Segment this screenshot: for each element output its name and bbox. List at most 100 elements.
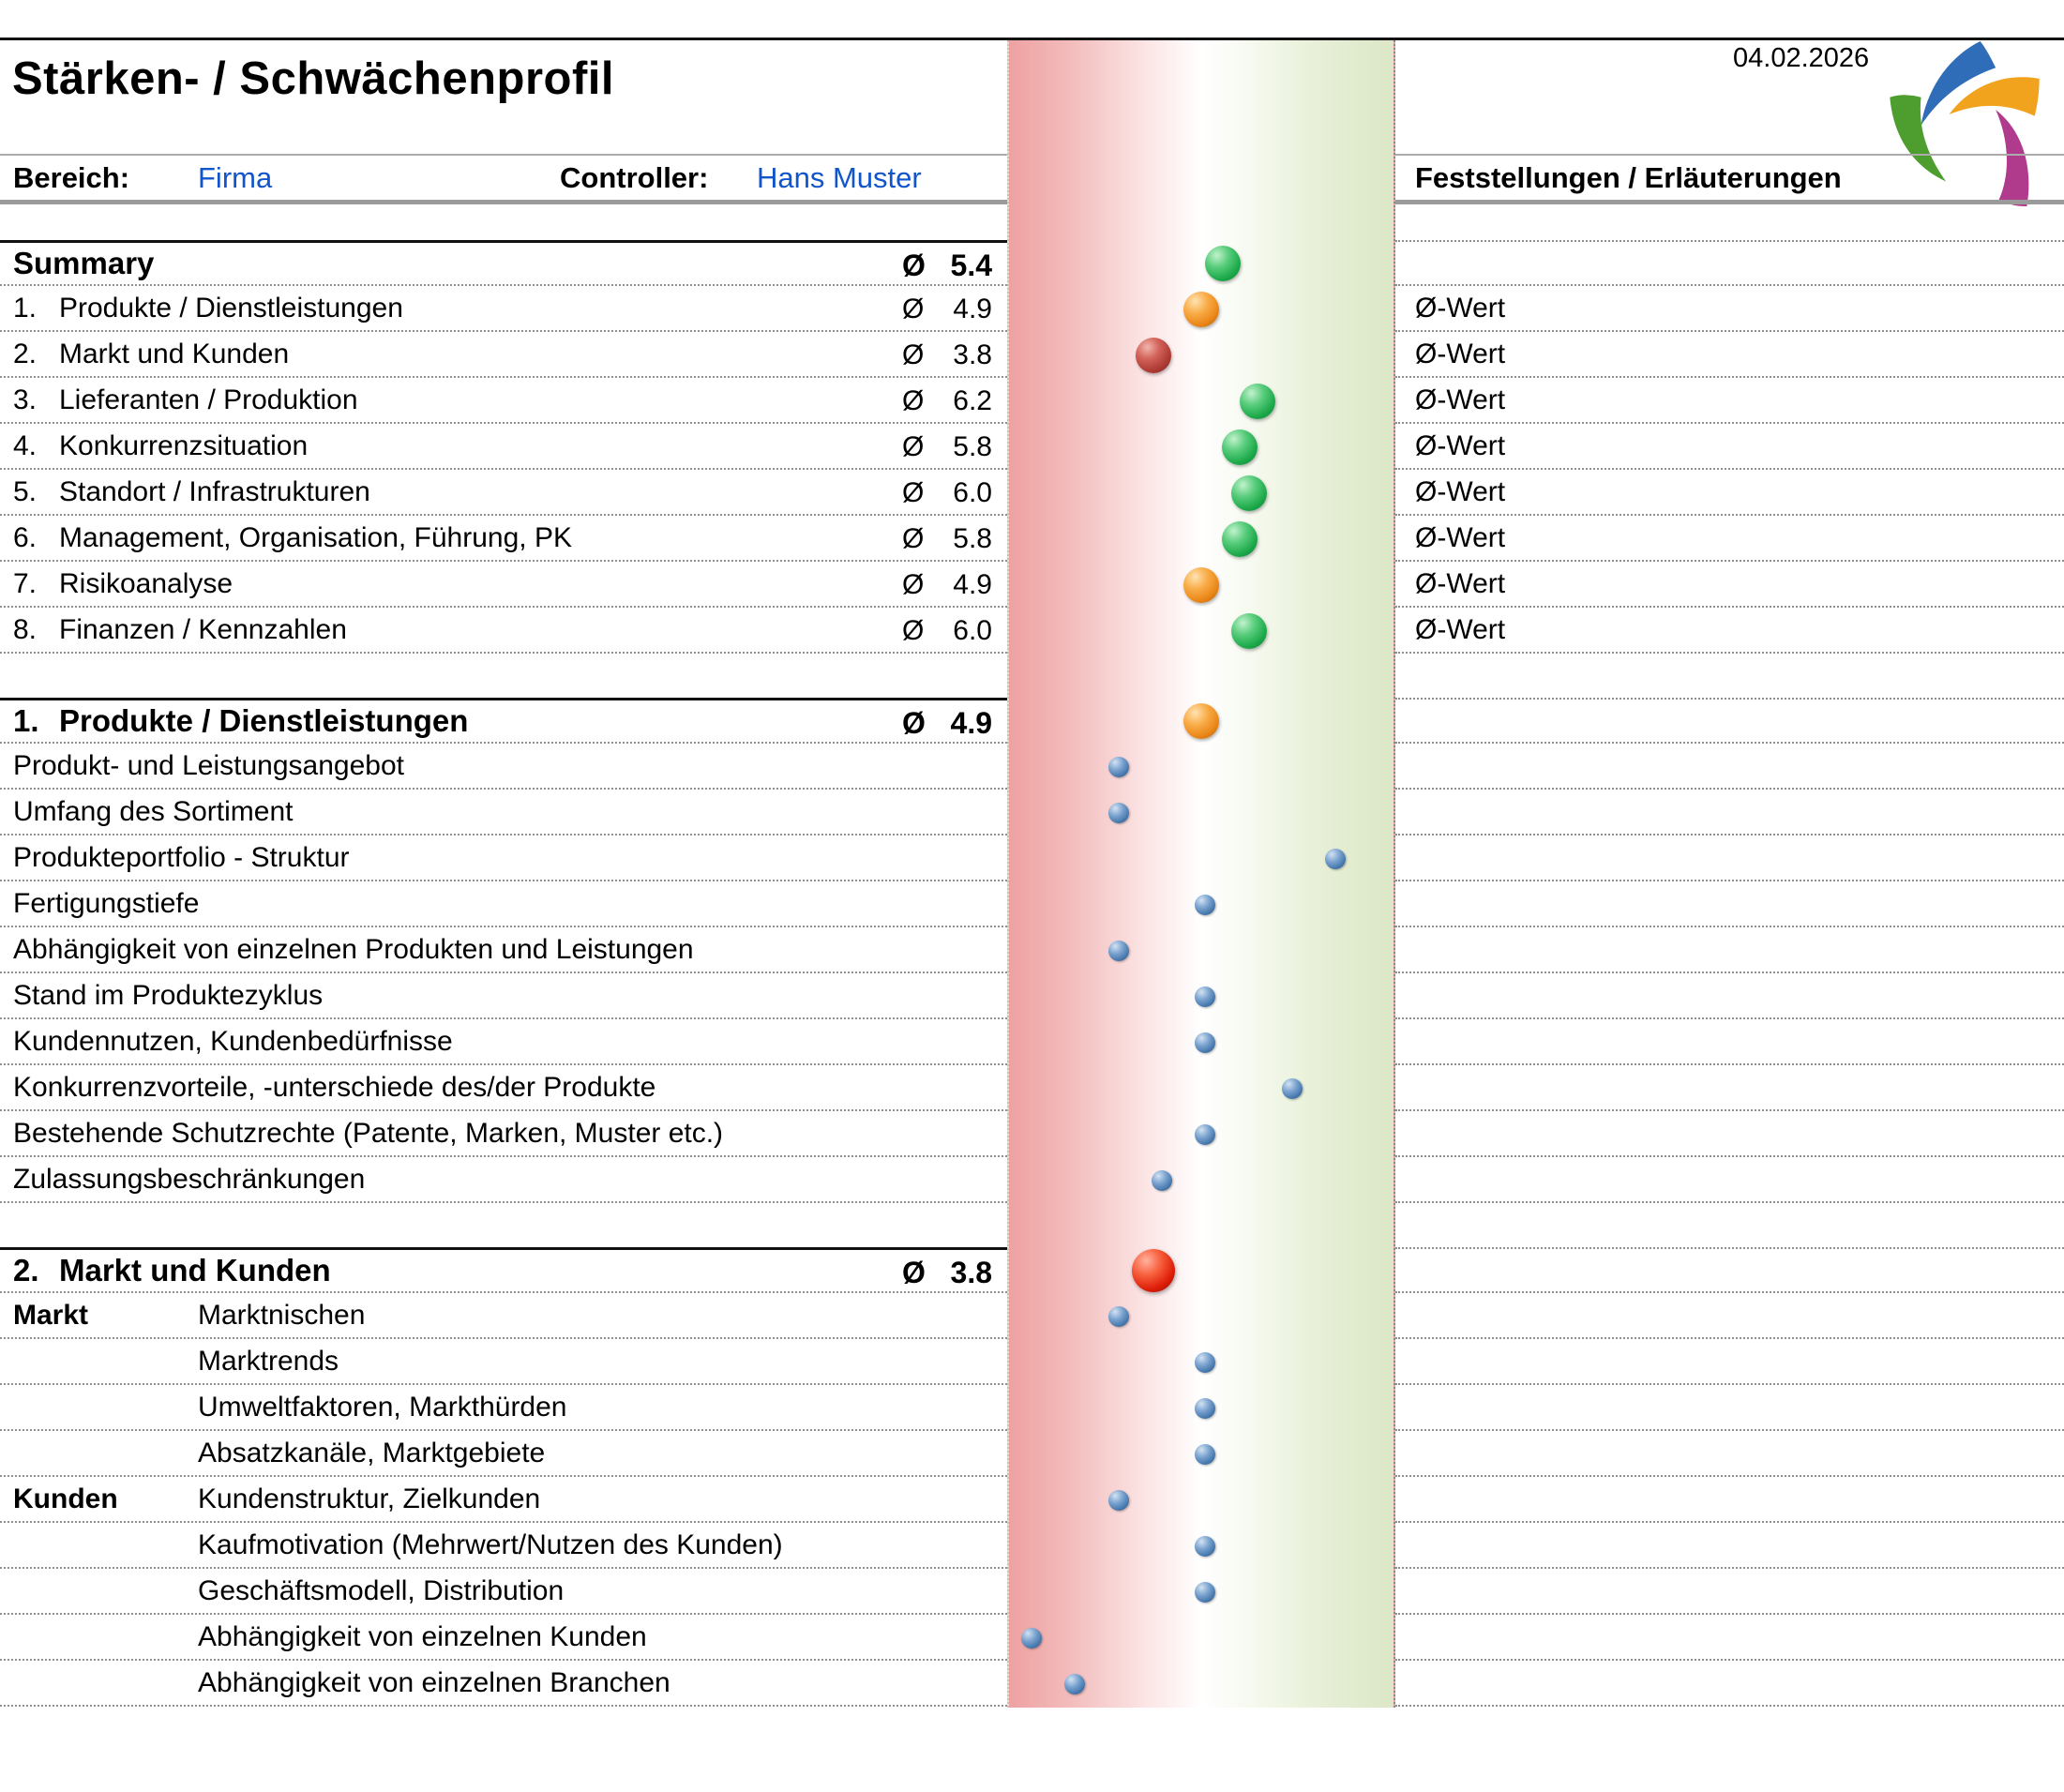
criterion-row: Abhängigkeit von einzelnen Branchen bbox=[0, 1661, 2064, 1707]
row-label: Produkt- und Leistungsangebot bbox=[13, 749, 404, 781]
note-cell[interactable] bbox=[1395, 927, 2064, 973]
note-cell[interactable] bbox=[1395, 1523, 2064, 1569]
note-cell[interactable] bbox=[1395, 1293, 2064, 1339]
label-cell: Konkurrenzvorteile, -unterschiede des/de… bbox=[0, 1065, 1007, 1111]
note-cell[interactable]: Ø-Wert bbox=[1395, 424, 2064, 470]
criterion-row: Kaufmotivation (Mehrwert/Nutzen des Kund… bbox=[0, 1523, 2064, 1569]
label-cell: Markt Marktnischen bbox=[0, 1293, 1007, 1339]
row-number: 8. bbox=[13, 613, 38, 645]
row-label: Kundennutzen, Kundenbedürfnisse bbox=[13, 1025, 453, 1057]
row-label: Kundenstruktur, Zielkunden bbox=[198, 1483, 541, 1514]
note-text: Ø-Wert bbox=[1415, 521, 1506, 553]
note-text: Ø-Wert bbox=[1415, 613, 1506, 645]
bereich-label: Bereich: bbox=[13, 161, 130, 194]
avg-value: 4.9 bbox=[953, 569, 992, 600]
label-cell: 5. Standort / Infrastrukturen Ø 6.0 bbox=[0, 470, 1007, 516]
note-cell[interactable] bbox=[1395, 744, 2064, 790]
note-cell[interactable]: Ø-Wert bbox=[1395, 562, 2064, 608]
avg-symbol: Ø bbox=[902, 294, 925, 324]
row-number: 1. bbox=[13, 703, 39, 738]
criterion-row: Fertigungstiefe bbox=[0, 881, 2064, 927]
row-label: Marktnischen bbox=[198, 1299, 366, 1331]
note-cell[interactable] bbox=[1395, 836, 2064, 881]
label-cell: Kunden Kundenstruktur, Zielkunden bbox=[0, 1477, 1007, 1523]
rating-gradient-band bbox=[1007, 40, 1395, 1708]
row-number: 5. bbox=[13, 475, 38, 507]
row-number: 3. bbox=[13, 384, 38, 415]
note-cell[interactable] bbox=[1395, 698, 2064, 744]
note-cell[interactable] bbox=[1395, 1477, 2064, 1523]
avg-value: 5.4 bbox=[950, 248, 992, 282]
note-cell[interactable]: Ø-Wert bbox=[1395, 332, 2064, 378]
row-label: Risikoanalyse bbox=[59, 567, 234, 599]
note-cell[interactable] bbox=[1395, 1569, 2064, 1615]
row-number: 2. bbox=[13, 338, 38, 369]
bereich-value[interactable]: Firma bbox=[198, 161, 273, 194]
row-label: Markt und Kunden bbox=[59, 338, 290, 369]
note-cell[interactable] bbox=[1395, 1431, 2064, 1477]
chart-dot-green bbox=[1239, 383, 1275, 419]
label-cell: 1. Produkte / Dienstleistungen Ø 4.9 bbox=[0, 286, 1007, 332]
label-cell: 6. Management, Organisation, Führung, PK Ø… bbox=[0, 516, 1007, 562]
note-cell[interactable]: Ø-Wert bbox=[1395, 608, 2064, 654]
group-label: Kunden bbox=[13, 1483, 118, 1514]
row-label: Abhängigkeit von einzelnen Produkten und… bbox=[13, 933, 694, 965]
avg-symbol: Ø bbox=[902, 477, 925, 508]
note-cell[interactable]: Ø-Wert bbox=[1395, 516, 2064, 562]
label-cell: 1. Produkte / Dienstleistungen Ø 4.9 bbox=[0, 698, 1007, 744]
row-number: 4. bbox=[13, 429, 38, 461]
summary-row: 5. Standort / Infrastrukturen Ø 6.0 Ø-Wert bbox=[0, 470, 2064, 516]
criterion-row: Umfang des Sortiment bbox=[0, 790, 2064, 836]
note-cell[interactable] bbox=[1395, 1157, 2064, 1203]
top-rule bbox=[0, 38, 2064, 40]
chart-dot-blue bbox=[1064, 1673, 1086, 1694]
chart-dot-blue bbox=[1195, 1351, 1216, 1373]
row-label: Stand im Produktezyklus bbox=[13, 979, 324, 1011]
row-label: Summary bbox=[13, 246, 155, 280]
summary-row: 7. Risikoanalyse Ø 4.9 Ø-Wert bbox=[0, 562, 2064, 608]
label-cell: 2. Markt und Kunden Ø 3.8 bbox=[0, 1247, 1007, 1293]
note-cell[interactable]: Ø-Wert bbox=[1395, 286, 2064, 332]
chart-dot-green bbox=[1222, 429, 1258, 465]
label-cell: Fertigungstiefe bbox=[0, 881, 1007, 927]
note-cell[interactable] bbox=[1395, 973, 2064, 1019]
label-cell: 8. Finanzen / Kennzahlen Ø 6.0 bbox=[0, 608, 1007, 654]
note-cell[interactable] bbox=[1395, 1065, 2064, 1111]
row-number: 2. bbox=[13, 1253, 39, 1288]
note-cell[interactable] bbox=[1395, 1385, 2064, 1431]
note-cell[interactable] bbox=[1395, 790, 2064, 836]
chart-dot-blue bbox=[1195, 1397, 1216, 1419]
note-cell[interactable] bbox=[1395, 1111, 2064, 1157]
summary-row: 8. Finanzen / Kennzahlen Ø 6.0 Ø-Wert bbox=[0, 608, 2064, 654]
avg-value: 5.8 bbox=[953, 431, 992, 462]
chart-dot-green bbox=[1204, 245, 1241, 281]
controller-value[interactable]: Hans Muster bbox=[757, 161, 922, 194]
row-label: Zulassungsbeschränkungen bbox=[13, 1163, 366, 1195]
row-number: 7. bbox=[13, 567, 38, 599]
criterion-row: Marktrends bbox=[0, 1339, 2064, 1385]
row-label: Produkte / Dienstleistungen bbox=[59, 703, 469, 738]
row-label: Bestehende Schutzrechte (Patente, Marken… bbox=[13, 1117, 724, 1149]
section-header-row: 1. Produkte / Dienstleistungen Ø 4.9 bbox=[0, 698, 2064, 744]
note-cell[interactable] bbox=[1395, 1339, 2064, 1385]
note-cell[interactable] bbox=[1395, 881, 2064, 927]
note-cell[interactable]: Ø-Wert bbox=[1395, 470, 2064, 516]
chart-dot-blue bbox=[1281, 1077, 1303, 1099]
note-cell[interactable] bbox=[1395, 240, 2064, 286]
note-cell[interactable]: Ø-Wert bbox=[1395, 378, 2064, 424]
chart-dot-blue bbox=[1020, 1627, 1042, 1649]
controller-label: Controller: bbox=[560, 161, 709, 194]
criterion-row: Kunden Kundenstruktur, Zielkunden bbox=[0, 1477, 2064, 1523]
chart-dot-blue bbox=[1107, 1305, 1129, 1327]
note-cell[interactable] bbox=[1395, 1247, 2064, 1293]
avg-symbol: Ø bbox=[902, 1256, 926, 1289]
chart-dot-blue bbox=[1107, 802, 1129, 823]
criterion-row: Kundennutzen, Kundenbedürfnisse bbox=[0, 1019, 2064, 1065]
criterion-row: Abhängigkeit von einzelnen Produkten und… bbox=[0, 927, 2064, 973]
note-cell[interactable] bbox=[1395, 1661, 2064, 1707]
note-cell[interactable] bbox=[1395, 1615, 2064, 1661]
note-cell[interactable] bbox=[1395, 1019, 2064, 1065]
section-header-row: 2. Markt und Kunden Ø 3.8 bbox=[0, 1247, 2064, 1293]
chart-dot-blue bbox=[1107, 1489, 1129, 1511]
